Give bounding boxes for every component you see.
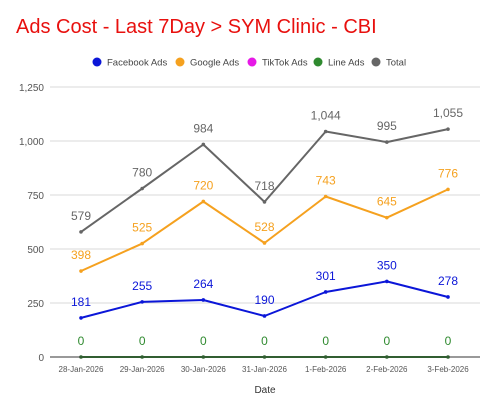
- data-label: 720: [193, 178, 213, 192]
- data-label: 528: [254, 220, 274, 234]
- data-point: [263, 241, 267, 245]
- x-tick-label: 3-Feb-2026: [427, 365, 469, 374]
- data-point: [385, 280, 389, 284]
- data-label: 350: [377, 258, 397, 272]
- data-point: [263, 200, 267, 204]
- data-point: [324, 130, 328, 134]
- data-point: [79, 316, 83, 320]
- data-point: [79, 230, 83, 234]
- legend-marker: [372, 58, 381, 67]
- data-label: 645: [377, 195, 397, 209]
- data-point: [446, 127, 450, 131]
- x-tick-label: 28-Jan-2026: [59, 365, 104, 374]
- data-point: [385, 216, 389, 220]
- x-tick-label: 29-Jan-2026: [120, 365, 165, 374]
- data-label: 579: [71, 209, 91, 223]
- data-point: [79, 269, 83, 273]
- data-label: 190: [254, 293, 274, 307]
- y-tick-label: 500: [27, 245, 44, 256]
- legend-marker: [176, 58, 185, 67]
- data-label: 0: [261, 334, 268, 348]
- data-label: 1,055: [433, 106, 463, 120]
- data-label: 995: [377, 119, 397, 133]
- y-tick-label: 0: [38, 353, 44, 364]
- legend-label: Line Ads: [328, 58, 365, 69]
- y-tick-label: 1,000: [19, 137, 44, 148]
- data-label: 255: [132, 279, 152, 293]
- data-label: 776: [438, 166, 458, 180]
- legend-label: Google Ads: [190, 58, 239, 69]
- data-label: 181: [71, 295, 91, 309]
- data-label: 264: [193, 277, 213, 291]
- data-label: 525: [132, 221, 152, 235]
- data-point: [140, 242, 144, 246]
- data-point: [446, 188, 450, 192]
- x-tick-label: 30-Jan-2026: [181, 365, 226, 374]
- y-tick-label: 250: [27, 299, 44, 310]
- x-tick-label: 31-Jan-2026: [242, 365, 287, 374]
- x-axis-title: Date: [254, 385, 276, 396]
- y-tick-label: 1,250: [19, 83, 44, 94]
- data-label: 0: [445, 334, 452, 348]
- data-point: [324, 290, 328, 294]
- data-point: [385, 140, 389, 144]
- data-point: [263, 314, 267, 318]
- legend-marker: [93, 58, 102, 67]
- data-label: 0: [139, 334, 146, 348]
- data-label: 278: [438, 274, 458, 288]
- data-label: 301: [316, 269, 336, 283]
- data-label: 718: [254, 179, 274, 193]
- data-point: [140, 187, 144, 191]
- x-tick-label: 1-Feb-2026: [305, 365, 347, 374]
- data-label: 1,044: [311, 108, 341, 122]
- data-label: 780: [132, 166, 152, 180]
- y-tick-label: 750: [27, 191, 44, 202]
- data-point: [446, 295, 450, 299]
- legend-label: Facebook Ads: [107, 58, 167, 69]
- x-tick-label: 2-Feb-2026: [366, 365, 408, 374]
- data-point: [140, 300, 144, 304]
- legend-marker: [314, 58, 323, 67]
- data-point: [324, 195, 328, 199]
- legend-label: TikTok Ads: [262, 58, 308, 69]
- data-label: 0: [383, 334, 390, 348]
- data-label: 0: [78, 334, 85, 348]
- legend-marker: [248, 58, 257, 67]
- data-label: 0: [322, 334, 329, 348]
- data-label: 984: [193, 121, 213, 135]
- data-point: [202, 143, 206, 147]
- data-point: [202, 298, 206, 302]
- data-label: 0: [200, 334, 207, 348]
- data-label: 398: [71, 248, 91, 262]
- data-point: [202, 200, 206, 204]
- data-label: 743: [316, 174, 336, 188]
- legend-label: Total: [386, 58, 406, 69]
